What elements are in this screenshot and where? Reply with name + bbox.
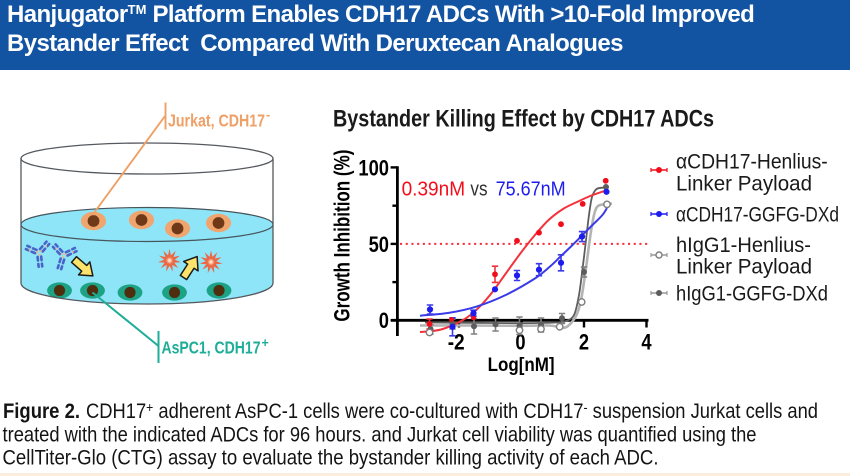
svg-text:Jurkat, CDH17: Jurkat, CDH17 <box>168 111 265 131</box>
svg-text:CellTiter-Glo (CTG) assay to e: CellTiter-Glo (CTG) assay to evaluate th… <box>3 447 659 470</box>
svg-text:-: - <box>266 108 270 122</box>
svg-text:Figure 2.: Figure 2. <box>3 400 80 423</box>
svg-text:0: 0 <box>515 330 525 355</box>
svg-text:0.39nM: 0.39nM <box>402 178 466 200</box>
svg-text:hIgG1-Henlius-: hIgG1-Henlius- <box>676 234 811 257</box>
svg-text:Linker Payload: Linker Payload <box>676 173 812 196</box>
svg-text:vs: vs <box>470 178 487 200</box>
svg-text:100: 100 <box>358 155 389 180</box>
svg-text:αCDH17-GGFG-DXd: αCDH17-GGFG-DXd <box>676 203 839 226</box>
svg-text:2: 2 <box>579 330 589 355</box>
svg-text:75.67nM: 75.67nM <box>496 178 566 200</box>
svg-text:αCDH17-Henlius-: αCDH17-Henlius- <box>676 151 828 174</box>
svg-text:50: 50 <box>369 232 389 257</box>
svg-text:Log[nM]: Log[nM] <box>488 355 555 376</box>
svg-text:0: 0 <box>379 308 389 333</box>
svg-text:Growth Inhibition (%): Growth Inhibition (%) <box>330 150 355 322</box>
svg-text:AsPC1, CDH17: AsPC1, CDH17 <box>162 338 261 358</box>
svg-text:4: 4 <box>641 330 652 355</box>
svg-text:Linker Payload: Linker Payload <box>676 256 812 279</box>
svg-text:Bystander Killing Effect by CD: Bystander Killing Effect by CDH17 ADCs <box>333 106 714 133</box>
svg-text:hIgG1-GGFG-DXd: hIgG1-GGFG-DXd <box>676 283 828 306</box>
svg-text:+: + <box>262 336 269 350</box>
svg-text:treated with the indicated ADC: treated with the indicated ADCs for 96 h… <box>3 423 757 446</box>
svg-text:-2: -2 <box>448 330 465 355</box>
svg-text:CDH17+ adherent AsPC-1 cells w: CDH17+ adherent AsPC-1 cells were co-cul… <box>86 399 818 423</box>
